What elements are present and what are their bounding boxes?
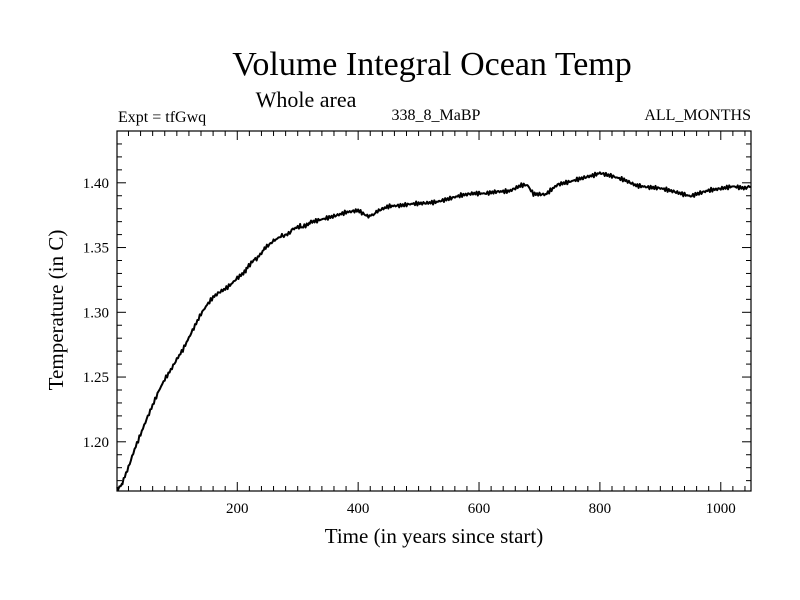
plot-frame [116, 130, 752, 492]
y-tick-label: 1.20 [83, 435, 109, 451]
x-axis-label: Time (in years since start) [325, 524, 544, 548]
y-axis-label: Temperature (in C) [44, 230, 68, 391]
axis-ticks [117, 130, 751, 491]
expt-label: Expt = tfGwq [118, 109, 206, 126]
y-tick-label: 1.25 [83, 370, 109, 386]
run-label: 338_8_MaBP [392, 107, 481, 124]
y-tick-label: 1.35 [83, 241, 109, 257]
x-tick-label: 600 [468, 501, 491, 517]
months-label: ALL_MONTHS [644, 107, 751, 124]
x-tick-label: 1000 [706, 501, 736, 517]
temperature-series-line [116, 171, 752, 491]
y-tick-label: 1.30 [83, 305, 109, 321]
x-tick-label: 800 [589, 501, 612, 517]
chart-subtitle: Whole area [256, 87, 357, 112]
x-tick-label: 200 [226, 501, 249, 517]
chart-title: Volume Integral Ocean Temp [232, 46, 632, 83]
axis-tick-labels: 200 400 600 800 1000 1.20 1.25 1.30 1.35 1.40 [83, 176, 736, 517]
y-tick-label: 1.40 [83, 176, 109, 192]
x-tick-label: 400 [347, 501, 370, 517]
